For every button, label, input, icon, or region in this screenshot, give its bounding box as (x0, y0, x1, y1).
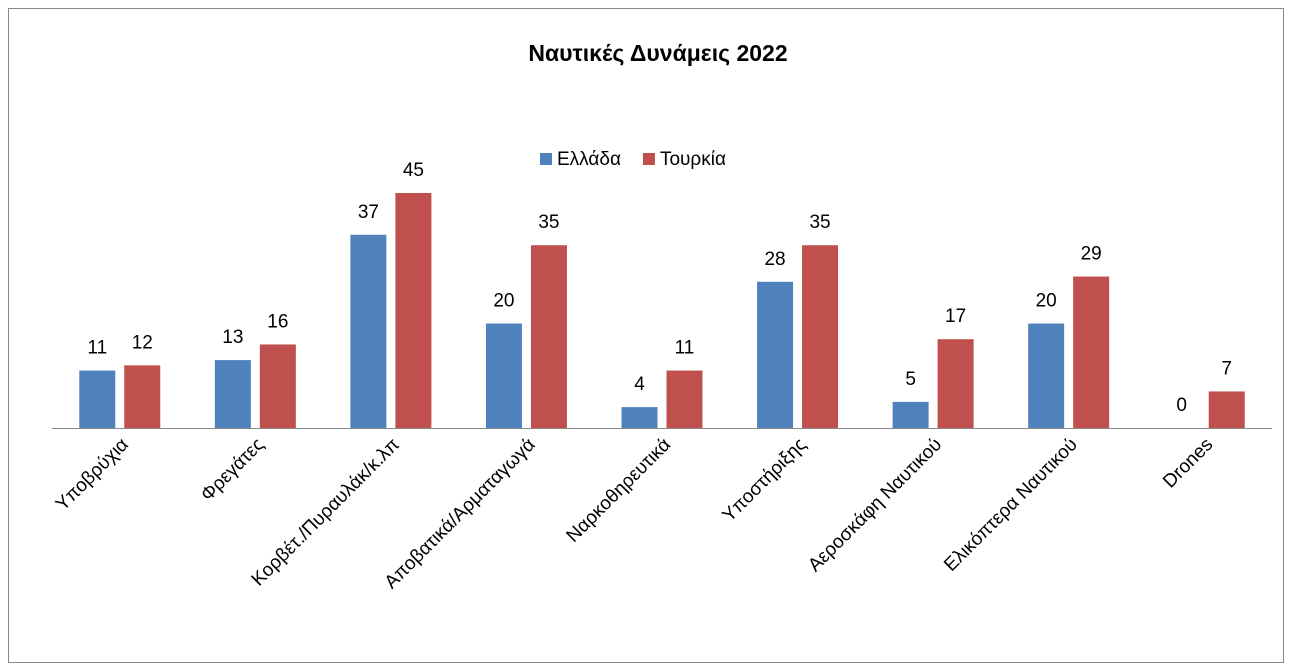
bar (395, 193, 432, 428)
bar (1208, 391, 1245, 428)
data-label: 5 (905, 369, 916, 390)
bar (621, 407, 658, 428)
data-label: 0 (1176, 395, 1187, 416)
bar (259, 344, 296, 428)
data-label: 17 (945, 306, 966, 327)
bar (124, 365, 161, 428)
data-label: 35 (538, 212, 559, 233)
bar (485, 323, 522, 428)
data-label: 20 (493, 291, 514, 312)
data-label: 16 (267, 311, 288, 332)
legend-label: Ελλάδα (557, 149, 621, 170)
chart-title: Ναυτικές Δυνάμεις 2022 (528, 40, 787, 66)
legend-swatch (540, 153, 552, 165)
bar (350, 234, 387, 428)
data-label: 37 (358, 202, 379, 223)
data-label: 12 (132, 332, 153, 353)
bar (530, 245, 567, 428)
bar (1073, 276, 1110, 428)
data-label: 28 (764, 249, 785, 270)
bar (802, 245, 839, 428)
bar (1028, 323, 1065, 428)
bar (757, 281, 794, 428)
bar (937, 339, 974, 428)
bar (666, 370, 703, 428)
data-label: 7 (1221, 358, 1232, 379)
legend-label: Τουρκία (660, 149, 726, 170)
data-label: 29 (1081, 244, 1102, 265)
data-label: 20 (1036, 291, 1057, 312)
data-label: 11 (87, 338, 107, 359)
data-label: 13 (222, 327, 243, 348)
bar (79, 370, 116, 428)
data-label: 45 (403, 160, 424, 181)
data-label: 35 (809, 212, 830, 233)
bar (892, 401, 929, 428)
legend-swatch (642, 153, 655, 165)
chart-border (8, 8, 1284, 663)
bar (214, 360, 251, 428)
data-label: 4 (634, 374, 645, 395)
data-label: 11 (675, 338, 695, 359)
